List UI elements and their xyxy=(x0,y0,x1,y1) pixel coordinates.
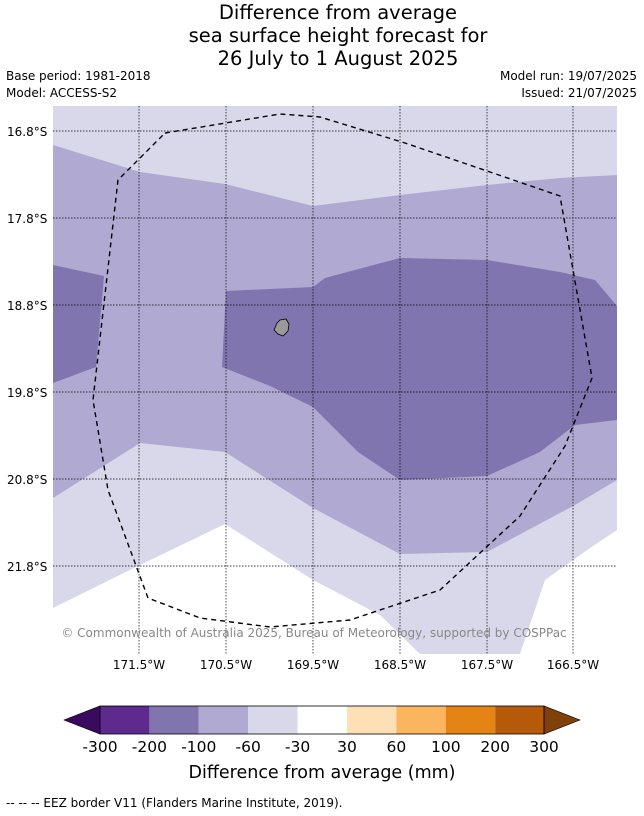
title-line-3: 26 July to 1 August 2025 xyxy=(217,47,459,70)
colorbar-segment xyxy=(149,706,199,734)
colorbar-tick: -300 xyxy=(82,738,117,756)
lat-label: 18.8°S xyxy=(7,299,47,313)
lon-label: 168.5°W xyxy=(374,658,426,672)
colorbar-segment xyxy=(495,706,544,734)
colorbar-segment xyxy=(198,706,249,734)
colorbar-ticks: -300 -200 -100 -60 -30 30 60 100 200 300 xyxy=(82,738,558,756)
colorbar-tick: 60 xyxy=(387,738,407,756)
colorbar-tick: -60 xyxy=(236,738,261,756)
lon-label: 170.5°W xyxy=(200,658,252,672)
colorbar-segment xyxy=(347,706,397,734)
colorbar-tick: 30 xyxy=(337,738,357,756)
lat-label: 17.8°S xyxy=(7,212,47,226)
colorbar-tick: -200 xyxy=(132,738,167,756)
colorbar-segment xyxy=(248,706,298,734)
lat-label: 21.8°S xyxy=(7,560,47,574)
title-line-1: Difference from average xyxy=(218,1,458,24)
issued-date: Issued: 21/07/2025 xyxy=(521,86,637,100)
colorbar-segment xyxy=(396,706,446,734)
island-land xyxy=(273,318,290,337)
colorbar-segment xyxy=(445,706,496,734)
colorbar-tick: 200 xyxy=(480,738,510,756)
base-period: Base period: 1981-2018 xyxy=(6,69,151,83)
anomaly-band-medium-left xyxy=(53,265,104,383)
model-name: Model: ACCESS-S2 xyxy=(6,86,118,100)
lon-label: 169.5°W xyxy=(287,658,339,672)
colorbar-label: Difference from average (mm) xyxy=(188,763,455,783)
lat-label: 20.8°S xyxy=(7,473,47,487)
anomaly-band-medium-center xyxy=(222,258,617,480)
model-run: Model run: 19/07/2025 xyxy=(499,69,637,83)
sea-height-map: 16.8°S 17.8°S 18.8°S 19.8°S 20.8°S 21.8°… xyxy=(7,106,617,672)
colorbar-tick: 100 xyxy=(431,738,461,756)
colorbar-segment xyxy=(297,706,347,734)
lat-label: 16.8°S xyxy=(7,125,47,139)
map-gridlines xyxy=(53,106,617,654)
eez-footnote: -- -- -- EEZ border V11 (Flanders Marine… xyxy=(6,796,343,810)
lon-label: 166.5°W xyxy=(547,658,599,672)
colorbar-tick: -100 xyxy=(181,738,216,756)
colorbar-extend-high xyxy=(543,705,581,735)
lat-label: 19.8°S xyxy=(7,386,47,400)
copyright-notice: © Commonwealth of Australia 2025, Bureau… xyxy=(61,626,566,640)
lon-label: 171.5°W xyxy=(113,658,165,672)
longitude-labels: 171.5°W 170.5°W 169.5°W 168.5°W 167.5°W … xyxy=(113,658,599,672)
colorbar-extend-low xyxy=(63,705,101,735)
title-line-2: sea surface height forecast for xyxy=(188,24,488,47)
lon-label: 167.5°W xyxy=(461,658,513,672)
eez-border xyxy=(92,113,593,628)
latitude-labels: 16.8°S 17.8°S 18.8°S 19.8°S 20.8°S 21.8°… xyxy=(7,125,47,574)
colorbar-segment xyxy=(100,706,150,734)
colorbar-tick: 300 xyxy=(529,738,559,756)
colorbar-tick: -30 xyxy=(285,738,310,756)
anomaly-band-very-light-top xyxy=(225,106,400,150)
